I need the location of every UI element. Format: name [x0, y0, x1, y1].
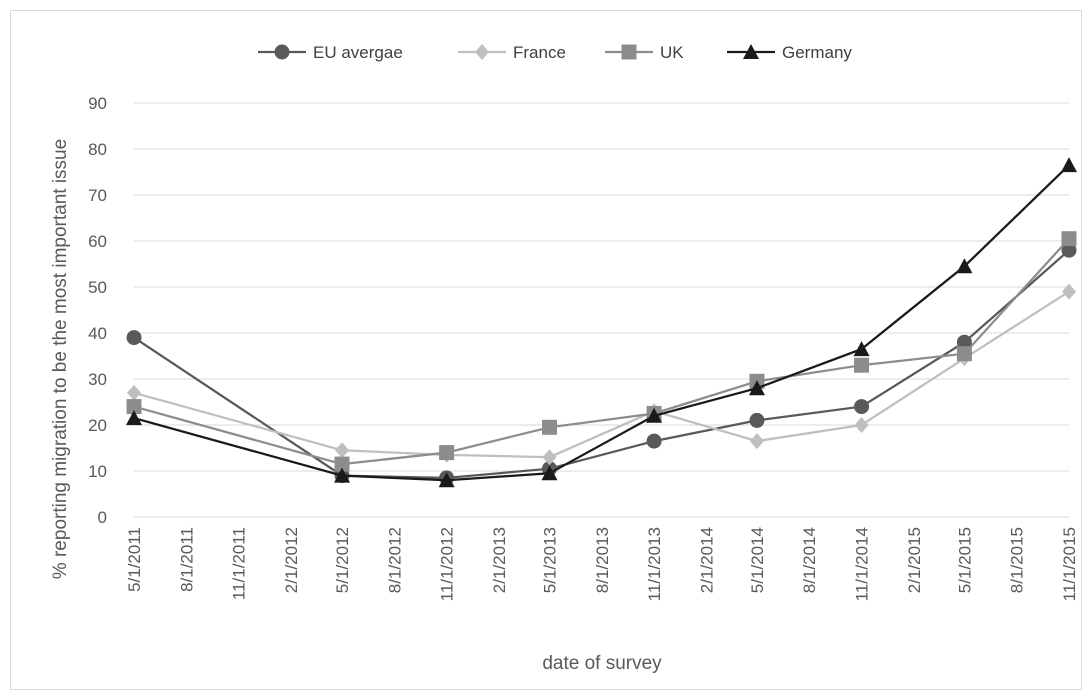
- y-tick-label: 70: [88, 186, 107, 205]
- data-point: [749, 433, 764, 450]
- series-line: [133, 290, 1070, 459]
- y-axis-ticks: 0 10 20 30 40 50 60 70 80 90: [88, 94, 107, 527]
- x-tick-label: 11/1/2013: [645, 527, 664, 601]
- data-point: [956, 258, 973, 274]
- series-group: [126, 157, 1077, 488]
- y-tick-label: 80: [88, 140, 107, 159]
- y-tick-label: 0: [98, 508, 107, 527]
- x-axis-title: date of survey: [542, 653, 662, 674]
- x-tick-label: 5/1/2015: [955, 527, 974, 593]
- legend-marker: [743, 44, 759, 59]
- x-tick-label: 5/1/2014: [748, 527, 767, 593]
- legend-marker: [475, 44, 489, 60]
- data-point: [439, 445, 455, 461]
- data-point: [956, 346, 972, 362]
- x-axis-ticks: 5/1/2011 8/1/2011 11/1/2011 2/1/2012 5/1/201…: [125, 527, 1079, 601]
- data-point: [748, 380, 765, 396]
- series-france: [127, 283, 1076, 466]
- data-point: [126, 330, 142, 346]
- data-point: [854, 399, 870, 415]
- legend-marker: [621, 44, 637, 60]
- x-tick-label: 8/1/2011: [177, 527, 196, 592]
- legend-label: EU avergae: [313, 43, 403, 62]
- legend-label: France: [513, 43, 566, 62]
- data-point: [335, 442, 350, 459]
- y-tick-label: 10: [88, 462, 107, 481]
- y-tick-label: 90: [88, 94, 107, 113]
- legend-item: France: [458, 43, 566, 62]
- series-line: [133, 164, 1070, 482]
- y-tick-label: 20: [88, 416, 107, 435]
- data-point: [126, 410, 142, 426]
- data-point: [334, 467, 351, 483]
- y-tick-label: 40: [88, 324, 107, 343]
- data-point: [646, 407, 663, 423]
- y-tick-label: 30: [88, 370, 107, 389]
- chart-frame: [10, 10, 1082, 690]
- data-point: [1062, 283, 1076, 300]
- y-tick-label: 60: [88, 232, 107, 251]
- x-tick-label: 5/1/2012: [333, 527, 352, 593]
- x-tick-label: 2/1/2015: [905, 527, 924, 593]
- series-germany: [126, 157, 1077, 488]
- legend-item: EU avergae: [258, 43, 403, 62]
- data-point: [542, 449, 557, 466]
- data-point: [1061, 157, 1077, 173]
- x-tick-label: 11/1/2015: [1060, 527, 1079, 601]
- x-tick-label: 8/1/2015: [1008, 527, 1027, 593]
- data-point: [438, 472, 455, 488]
- series-eu-avergae: [126, 242, 1077, 486]
- gridlines: [134, 102, 1069, 518]
- data-point: [853, 341, 870, 357]
- data-point: [854, 357, 870, 373]
- x-tick-label: 5/1/2011: [125, 527, 144, 592]
- x-tick-label: 8/1/2012: [385, 527, 404, 593]
- x-tick-label: 5/1/2013: [540, 527, 559, 593]
- y-axis-title: % reporting migration to be the most imp…: [50, 139, 71, 579]
- x-tick-label: 2/1/2014: [697, 527, 716, 593]
- x-tick-label: 11/1/2011: [230, 527, 249, 600]
- x-tick-label: 11/1/2014: [853, 527, 872, 601]
- x-tick-label: 2/1/2012: [282, 527, 301, 593]
- data-point: [749, 412, 765, 428]
- legend-item: Germany: [727, 43, 852, 62]
- data-point: [334, 456, 350, 472]
- x-tick-label: 8/1/2014: [800, 527, 819, 593]
- data-point: [1061, 231, 1077, 247]
- legend-label: UK: [660, 43, 684, 62]
- data-point: [956, 334, 972, 350]
- x-tick-label: 11/1/2012: [438, 527, 457, 601]
- legend-label: Germany: [782, 43, 852, 62]
- legend: EU avergae France UK Germany: [258, 43, 852, 62]
- data-point: [1061, 242, 1077, 258]
- y-tick-label: 50: [88, 278, 107, 297]
- x-tick-label: 2/1/2013: [490, 527, 509, 593]
- data-point: [126, 399, 142, 415]
- data-point: [127, 384, 141, 401]
- data-point: [854, 417, 869, 433]
- x-tick-label: 8/1/2013: [593, 527, 612, 593]
- legend-item: UK: [605, 43, 684, 62]
- data-point: [541, 419, 557, 435]
- data-point: [541, 465, 558, 481]
- data-point: [646, 433, 662, 449]
- legend-marker: [274, 44, 290, 60]
